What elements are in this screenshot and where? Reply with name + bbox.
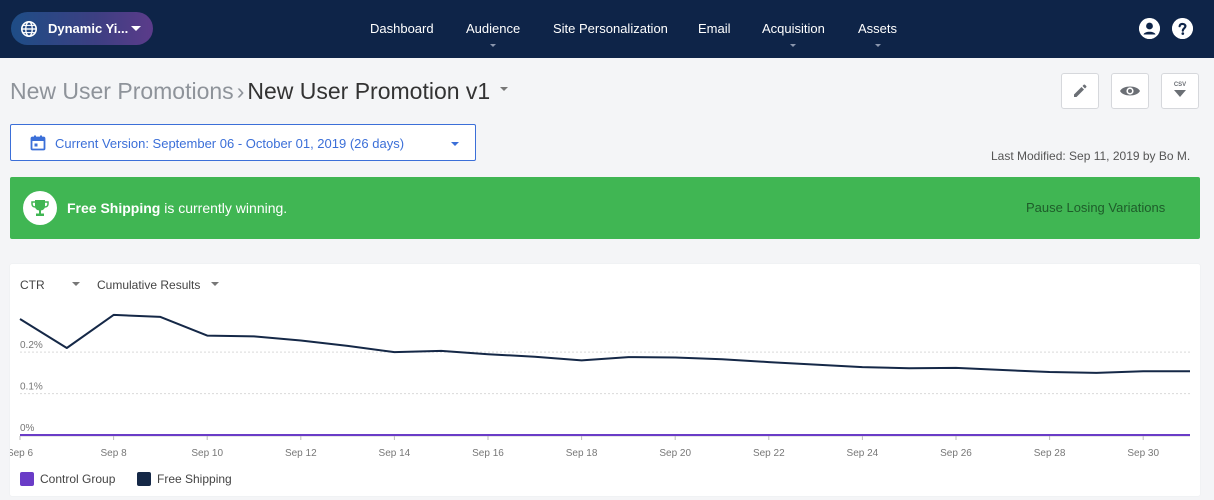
submenu-caret-icon bbox=[490, 44, 497, 47]
x-tick-label: Sep 12 bbox=[285, 448, 317, 459]
globe-icon bbox=[20, 20, 38, 37]
csv-download-icon: CSV bbox=[1174, 82, 1186, 97]
chevron-down-icon bbox=[210, 281, 219, 286]
results-mode-label: Cumulative Results bbox=[97, 278, 201, 292]
x-tick-label: Sep 26 bbox=[940, 448, 972, 459]
x-tick-label: Sep 14 bbox=[379, 448, 411, 459]
x-tick-label: Sep 18 bbox=[566, 448, 598, 459]
results-chart-card: CTR Cumulative Results 0% 0.1% 0.2% Sep 6 Se… bbox=[10, 264, 1200, 496]
x-tick-label: Sep 24 bbox=[847, 448, 879, 459]
user-icon[interactable] bbox=[1139, 18, 1160, 39]
trophy-badge bbox=[23, 191, 57, 225]
site-selector[interactable]: Dynamic Yi... bbox=[11, 12, 153, 45]
x-tick-label: Sep 30 bbox=[1127, 448, 1159, 459]
nav-email[interactable]: Email bbox=[698, 21, 731, 36]
x-tick-label: Sep 16 bbox=[472, 448, 504, 459]
y-tick-label: 0.1% bbox=[20, 382, 43, 393]
chevron-down-icon bbox=[131, 26, 141, 31]
ctr-line-chart: 0% 0.1% 0.2% Sep 6 Sep 8 Sep 10 Sep 12 Sep 14 Se… bbox=[10, 313, 1190, 459]
metric-dropdown[interactable]: CTR bbox=[20, 278, 81, 292]
x-tick-label: Sep 28 bbox=[1034, 448, 1066, 459]
metric-label: CTR bbox=[20, 278, 45, 292]
legend-swatch bbox=[20, 472, 34, 486]
chevron-down-icon bbox=[72, 281, 81, 286]
nav-audience[interactable]: Audience bbox=[466, 21, 520, 47]
x-tick-label: Sep 8 bbox=[101, 448, 128, 459]
results-mode-dropdown[interactable]: Cumulative Results bbox=[97, 278, 219, 292]
edit-button[interactable] bbox=[1061, 73, 1099, 109]
y-tick-label: 0% bbox=[20, 423, 35, 434]
last-modified: Last Modified: Sep 11, 2019 by Bo M. bbox=[991, 149, 1191, 163]
winner-variation: Free Shipping bbox=[67, 200, 161, 216]
winner-status: is currently winning. bbox=[160, 200, 288, 216]
trophy-icon bbox=[31, 200, 49, 216]
site-selector-label: Dynamic Yi... bbox=[48, 21, 129, 36]
calendar-icon bbox=[30, 135, 46, 151]
submenu-caret-icon bbox=[874, 44, 881, 47]
x-tick-label: Sep 22 bbox=[753, 448, 785, 459]
x-tick-label: Sep 20 bbox=[659, 448, 691, 459]
title-dropdown-icon[interactable] bbox=[500, 86, 509, 91]
submenu-caret-icon bbox=[790, 44, 797, 47]
version-label: Current Version: September 06 - October … bbox=[55, 136, 405, 151]
legend-item-control-group[interactable]: Control Group bbox=[20, 472, 115, 486]
nav-dashboard[interactable]: Dashboard bbox=[370, 21, 434, 36]
version-selector[interactable]: Current Version: September 06 - October … bbox=[10, 124, 476, 161]
pencil-icon bbox=[1074, 84, 1087, 97]
help-icon[interactable] bbox=[1172, 18, 1193, 39]
preview-button[interactable] bbox=[1111, 73, 1149, 109]
breadcrumb-parent[interactable]: New User Promotions bbox=[10, 78, 234, 104]
breadcrumb-separator: › bbox=[236, 78, 245, 104]
winner-banner: Free Shipping is currently winning. Paus… bbox=[10, 177, 1200, 239]
legend-item-free-shipping[interactable]: Free Shipping bbox=[137, 472, 232, 486]
x-tick-label: Sep 6 bbox=[10, 448, 34, 459]
breadcrumb: New User Promotions › New User Promotion v… bbox=[10, 78, 509, 105]
pause-losing-variations-button[interactable]: Pause Losing Variations bbox=[1026, 200, 1166, 215]
series-line-free-shipping bbox=[19, 313, 1190, 374]
y-tick-label: 0.2% bbox=[20, 340, 43, 351]
legend-swatch bbox=[137, 472, 151, 486]
nav-assets[interactable]: Assets bbox=[858, 21, 897, 47]
winner-message: Free Shipping is currently winning. bbox=[67, 200, 287, 216]
chevron-down-icon bbox=[451, 142, 459, 146]
eye-icon bbox=[1120, 86, 1140, 96]
nav-site-personalization[interactable]: Site Personalization bbox=[553, 21, 668, 36]
export-csv-button[interactable]: CSV bbox=[1161, 73, 1199, 109]
top-navbar: Dynamic Yi... Dashboard Audience Site Pe… bbox=[0, 0, 1214, 58]
page-title: New User Promotion v1 bbox=[247, 78, 491, 104]
legend-label: Control Group bbox=[40, 472, 116, 486]
x-tick-label: Sep 10 bbox=[191, 448, 223, 459]
nav-acquisition[interactable]: Acquisition bbox=[762, 21, 825, 47]
legend-label: Free Shipping bbox=[157, 472, 232, 486]
svg-text:CSV: CSV bbox=[1174, 82, 1186, 88]
